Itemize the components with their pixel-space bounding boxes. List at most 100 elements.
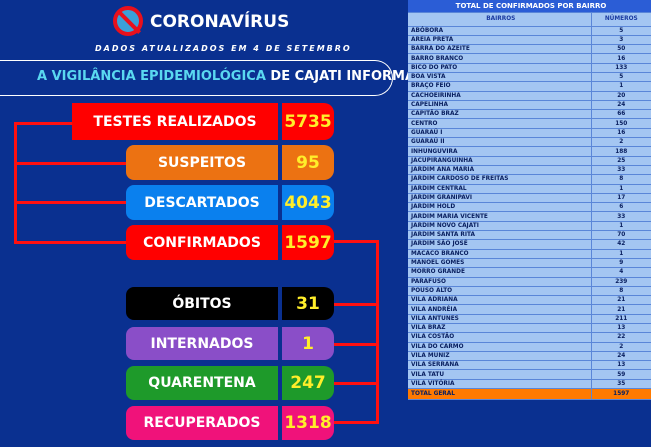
neighborhood-table: TOTAL DE CONFIRMADOS POR BAIRRO BAIRROS N… bbox=[408, 0, 651, 401]
bairro-count: 13 bbox=[590, 323, 651, 334]
table-row: CENTRO 150 bbox=[408, 118, 651, 129]
bairro-count: 16 bbox=[590, 53, 651, 64]
bairro-name: PARAFUSO bbox=[408, 277, 591, 287]
stat-label-suspeitos: SUSPEITOS bbox=[126, 145, 278, 180]
table-row: VILA BRAZ 13 bbox=[408, 323, 651, 334]
bairro-count: 17 bbox=[590, 193, 651, 204]
connector-line bbox=[334, 240, 379, 243]
bairro-name: JARDIM MARIA VICENTE bbox=[408, 211, 591, 222]
bairro-name: VILA MUNIZ bbox=[408, 351, 591, 362]
table-row: GUARAÚ I 16 bbox=[408, 128, 651, 139]
stat-label-obitos: ÓBITOS bbox=[126, 287, 278, 320]
bairro-count: 1 bbox=[590, 81, 651, 92]
table-row: JARDIM SÃO JOSÉ 42 bbox=[408, 239, 651, 250]
bairro-count: 33 bbox=[590, 211, 651, 222]
page-title: CORONAVÍRUS bbox=[150, 12, 290, 32]
column-header-numeros: NÚMEROS bbox=[590, 12, 651, 27]
bairro-count: 6 bbox=[590, 202, 651, 213]
bairro-count: 211 bbox=[590, 314, 651, 325]
table-row: JARDIM GRANIPAVI 17 bbox=[408, 193, 651, 204]
bairro-name: BRAÇO FEIO bbox=[408, 81, 591, 92]
bairro-count: 35 bbox=[590, 379, 651, 390]
stat-value-testes-realizados: 5735 bbox=[282, 103, 334, 140]
bairro-name: MORRO GRANDE bbox=[408, 267, 591, 278]
bairro-name: BARRO BRANCO bbox=[408, 53, 591, 64]
bairro-count: 9 bbox=[590, 258, 651, 269]
table-row: CAPELINHA 24 bbox=[408, 100, 651, 111]
table-row: JARDIM MARIA VICENTE 33 bbox=[408, 211, 651, 222]
table-row: JARDIM HOLD 6 bbox=[408, 202, 651, 213]
bairro-count: 20 bbox=[590, 91, 651, 101]
table-row: VILA DO CARMO 2 bbox=[408, 342, 651, 352]
bairro-count: 24 bbox=[590, 100, 651, 111]
stat-label-quarentena: QUARENTENA bbox=[126, 366, 278, 400]
table-row: VILA VITÓRIA 35 bbox=[408, 379, 651, 390]
banner-frame bbox=[0, 60, 393, 96]
bairro-name: VILA ANTUNES bbox=[408, 314, 591, 325]
bairro-name: CENTRO bbox=[408, 118, 591, 129]
bairro-name: CAPELINHA bbox=[408, 100, 591, 111]
bairro-name: JARDIM HOLD bbox=[408, 202, 591, 213]
stat-label-confirmados: CONFIRMADOS bbox=[126, 225, 278, 260]
table-row: VILA ANTUNES 211 bbox=[408, 314, 651, 325]
bairro-name: JARDIM CENTRAL bbox=[408, 184, 591, 194]
connector-line bbox=[334, 343, 379, 346]
bairro-count: 133 bbox=[590, 63, 651, 74]
table-row: PARAFUSO 239 bbox=[408, 277, 651, 287]
column-header-bairros: BAIRROS bbox=[408, 12, 591, 27]
table-row: JARDIM ANA MARIA 33 bbox=[408, 165, 651, 176]
table-row: BRAÇO FEIO 1 bbox=[408, 81, 651, 92]
table-row: CAPITÃO BRAZ 66 bbox=[408, 109, 651, 120]
table-row: AREIA PRETA 3 bbox=[408, 35, 651, 46]
table-row: VILA MUNIZ 24 bbox=[408, 351, 651, 362]
connector-line bbox=[334, 382, 379, 385]
bairro-count: 5 bbox=[590, 26, 651, 36]
bairro-count: 50 bbox=[590, 44, 651, 55]
bairro-name: VILA VITÓRIA bbox=[408, 379, 591, 390]
table-row: VILA COSTÃO 22 bbox=[408, 332, 651, 343]
stat-value-quarentena: 247 bbox=[282, 366, 334, 400]
bairro-count: 1 bbox=[590, 184, 651, 194]
bairro-count: 66 bbox=[590, 109, 651, 120]
bairro-count: 24 bbox=[590, 351, 651, 362]
table-row: JARDIM NOVO CAJATI 1 bbox=[408, 221, 651, 232]
connector-line bbox=[14, 241, 126, 244]
bairro-count: 2 bbox=[590, 342, 651, 352]
bairro-name: GUARAÚ I bbox=[408, 128, 591, 139]
bairro-count: 2 bbox=[590, 137, 651, 148]
table-row: MACACO BRANCO 1 bbox=[408, 249, 651, 259]
bairro-count: 21 bbox=[590, 295, 651, 306]
bairro-name: JARDIM CARDOSO DE FREITAS bbox=[408, 174, 591, 185]
bairro-count: 8 bbox=[590, 174, 651, 185]
bairro-name: VILA SERRANA bbox=[408, 360, 591, 371]
table-row: CACHOEIRINHA 20 bbox=[408, 91, 651, 101]
bairro-count: 59 bbox=[590, 369, 651, 380]
table-row: BOA VISTA 5 bbox=[408, 72, 651, 83]
total-value: 1597 bbox=[590, 388, 651, 401]
stat-label-testes-realizados: TESTES REALIZADOS bbox=[72, 103, 278, 140]
bairro-count: 21 bbox=[590, 304, 651, 315]
banner-rest: DE CAJATI INFORMA: bbox=[265, 69, 421, 84]
table-row: BICO DO PATO 133 bbox=[408, 63, 651, 74]
bairro-count: 42 bbox=[590, 239, 651, 250]
bairro-count: 4 bbox=[590, 267, 651, 278]
bairro-count: 5 bbox=[590, 72, 651, 83]
bairro-name: VILA TATU bbox=[408, 369, 591, 380]
table-row: VILA ADRIANA 21 bbox=[408, 295, 651, 306]
connector-line bbox=[14, 201, 126, 204]
bairro-name: CAPITÃO BRAZ bbox=[408, 109, 591, 120]
bairro-name: CACHOEIRINHA bbox=[408, 91, 591, 101]
connector-line bbox=[334, 421, 379, 424]
bairro-count: 70 bbox=[590, 230, 651, 241]
bairro-name: JARDIM SÃO JOSÉ bbox=[408, 239, 591, 250]
bairro-name: JARDIM SANTA RITA bbox=[408, 230, 591, 241]
bairro-name: JACUPIRANGUINHA bbox=[408, 156, 591, 166]
bairro-count: 188 bbox=[590, 146, 651, 157]
bairro-name: INHUNGUVIRA bbox=[408, 146, 591, 157]
stat-label-internados: INTERNADOS bbox=[126, 327, 278, 360]
bairro-name: BICO DO PATO bbox=[408, 63, 591, 74]
bairro-name: POUSO ALTO bbox=[408, 286, 591, 297]
bairro-count: 3 bbox=[590, 35, 651, 46]
update-date: DADOS ATUALIZADOS EM 4 DE SETEMBRO bbox=[95, 44, 352, 53]
bairro-count: 33 bbox=[590, 165, 651, 176]
